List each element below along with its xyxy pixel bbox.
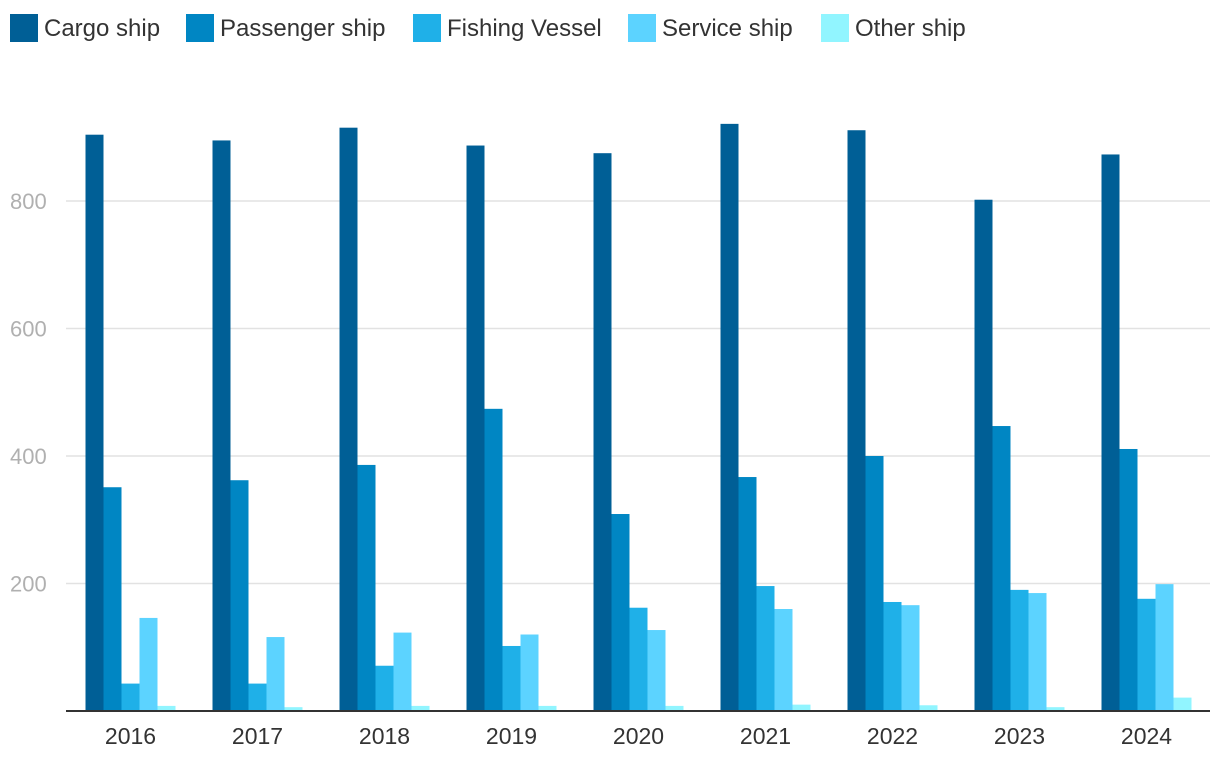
x-tick-label-2018: 2018: [359, 723, 410, 749]
x-tick-label-2022: 2022: [867, 723, 918, 749]
bar-2024-passenger-ship: [1119, 448, 1138, 711]
x-tick-label-2021: 2021: [740, 723, 791, 749]
bar-2019-passenger-ship: [484, 408, 503, 711]
bar-2023-service-ship: [1028, 593, 1047, 711]
legend-label-passenger-ship: Passenger ship: [220, 15, 385, 42]
x-tick-label-2023: 2023: [994, 723, 1045, 749]
legend-label-fishing-vessel: Fishing Vessel: [447, 15, 602, 42]
legend-label-service-ship: Service ship: [662, 15, 793, 42]
bar-2016-passenger-ship: [103, 487, 122, 711]
bars: [85, 123, 1192, 712]
legend: Cargo ship Passenger ship Fishing Vessel Se…: [10, 14, 966, 42]
bar-2019-other-ship: [538, 705, 557, 711]
bar-2022-cargo-ship: [847, 130, 866, 712]
bar-2018-fishing-vessel: [375, 665, 394, 711]
bar-2018-cargo-ship: [339, 127, 358, 711]
x-tick-label-2017: 2017: [232, 723, 283, 749]
bar-2022-service-ship: [901, 605, 920, 711]
legend-label-other-ship: Other ship: [855, 15, 966, 42]
x-tick-label-2020: 2020: [613, 723, 664, 749]
y-tick-label-600: 600: [10, 317, 47, 342]
legend-swatch-cargo-ship: [10, 14, 38, 42]
bar-2024-fishing-vessel: [1137, 598, 1156, 711]
bar-2020-other-ship: [665, 705, 684, 711]
bar-2020-passenger-ship: [611, 514, 630, 711]
y-tick-label-200: 200: [10, 572, 47, 597]
bar-2023-passenger-ship: [992, 426, 1011, 711]
bar-2018-passenger-ship: [357, 464, 376, 711]
bar-2023-cargo-ship: [974, 199, 993, 711]
bar-2017-cargo-ship: [212, 140, 231, 711]
x-tick-label-2016: 2016: [105, 723, 156, 749]
bar-2017-service-ship: [266, 637, 285, 711]
bar-2021-service-ship: [774, 609, 793, 711]
bar-2016-fishing-vessel: [121, 683, 140, 711]
bar-2017-other-ship: [284, 707, 303, 711]
legend-swatch-other-ship: [821, 14, 849, 42]
bar-2024-other-ship: [1173, 697, 1192, 711]
bar-2024-service-ship: [1155, 584, 1174, 711]
y-tick-label-400: 400: [10, 444, 47, 469]
bar-2021-other-ship: [792, 704, 811, 711]
bar-2021-passenger-ship: [738, 477, 757, 711]
bar-2022-other-ship: [919, 705, 938, 711]
bar-2023-fishing-vessel: [1010, 589, 1029, 711]
bar-2022-fishing-vessel: [883, 601, 902, 711]
legend-swatch-fishing-vessel: [413, 14, 441, 42]
bar-2020-fishing-vessel: [629, 607, 648, 711]
bar-2020-service-ship: [647, 630, 666, 711]
x-tick-label-2024: 2024: [1121, 723, 1172, 749]
x-axis-ticks: 2016 2017 2018 2019 2020 2021 2022 2023 2024: [105, 723, 1172, 749]
y-gridlines: [66, 200, 1210, 585]
bar-2016-other-ship: [157, 705, 176, 711]
bar-2016-service-ship: [139, 617, 158, 711]
bar-2021-fishing-vessel: [756, 586, 775, 711]
y-axis-ticks: 200 400 600 800: [10, 189, 47, 597]
bar-2018-other-ship: [411, 705, 430, 711]
bar-2021-cargo-ship: [720, 123, 739, 712]
bar-2019-fishing-vessel: [502, 645, 521, 711]
bar-2024-cargo-ship: [1101, 154, 1120, 711]
bar-2019-cargo-ship: [466, 145, 485, 712]
bar-2018-service-ship: [393, 632, 412, 711]
y-tick-label-800: 800: [10, 189, 47, 214]
legend-swatch-service-ship: [628, 14, 656, 42]
legend-label-cargo-ship: Cargo ship: [44, 15, 160, 42]
bar-2022-passenger-ship: [865, 456, 884, 711]
legend-swatch-passenger-ship: [186, 14, 214, 42]
x-tick-label-2019: 2019: [486, 723, 537, 749]
bar-2019-service-ship: [520, 634, 539, 711]
bar-2023-other-ship: [1046, 707, 1065, 711]
bar-2017-passenger-ship: [230, 480, 249, 711]
bar-2017-fishing-vessel: [248, 683, 267, 711]
bar-2016-cargo-ship: [85, 134, 104, 711]
bar-2020-cargo-ship: [593, 153, 612, 711]
